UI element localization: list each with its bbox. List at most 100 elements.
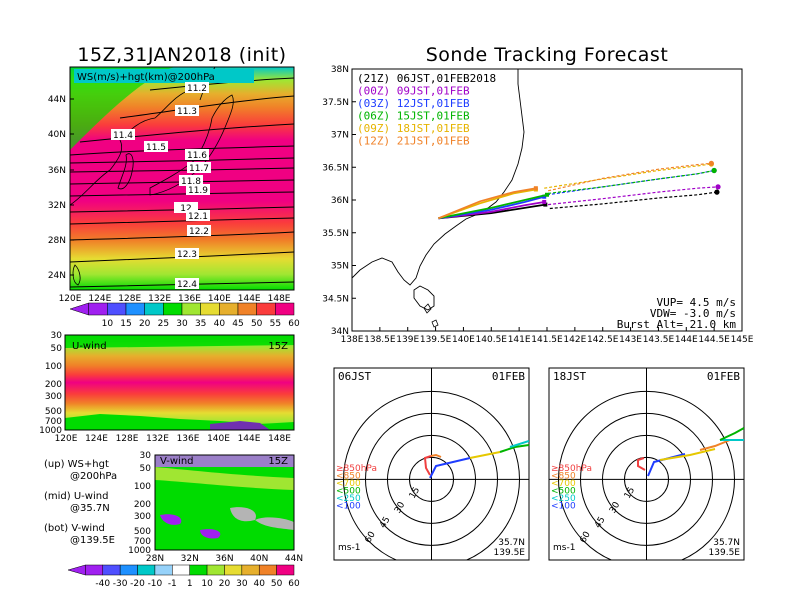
hodograph-trace xyxy=(423,455,432,476)
colorbar-swatch xyxy=(256,302,276,316)
vwind-p-tick-label: 200 xyxy=(134,500,151,510)
landing-marker xyxy=(711,167,717,174)
colorbar-swatch xyxy=(144,302,164,316)
track-lon-tick-label: 140E xyxy=(452,335,475,345)
uwind-p-tick-label: 300 xyxy=(45,392,62,402)
colorbar-tick: 30 xyxy=(176,319,188,329)
vcolorbar-tick: 40 xyxy=(254,579,266,589)
hodograph-legend-entry: ≥850hPa xyxy=(336,464,377,474)
contour-line xyxy=(79,123,294,143)
contour-label: 12.4 xyxy=(177,280,197,290)
track-lat-tick-label: 35.5N xyxy=(322,229,349,239)
uwind-top-layer xyxy=(65,335,294,348)
uwind-p-tick-label: 200 xyxy=(45,380,62,390)
hodograph-lon: 139.5E xyxy=(494,548,526,558)
track-lat-tick-label: 38N xyxy=(331,65,349,75)
track-lat-tick-label: 34.5N xyxy=(322,294,349,304)
uwind-lon-tick-label: 144E xyxy=(238,434,261,444)
colorbar-tick: 10 xyxy=(102,319,114,329)
vcolorbar-tick: 1 xyxy=(187,579,193,589)
colorbar-tick: 40 xyxy=(214,319,226,329)
contour-line xyxy=(70,217,294,225)
hodograph-ring-label: 45 xyxy=(378,515,392,530)
colorbar-swatch xyxy=(275,302,295,316)
track-frame xyxy=(351,68,743,332)
uwind-terrain xyxy=(210,421,270,430)
vwind-positive-band xyxy=(155,467,294,490)
contour-label-bg xyxy=(174,202,198,213)
vwind-terrain xyxy=(230,507,256,522)
hodograph-trace xyxy=(469,451,501,459)
colorbar-tick: 60 xyxy=(288,319,300,329)
contour-label-bg xyxy=(186,184,210,195)
vcolorbar-tick: 30 xyxy=(236,579,248,589)
vwind-lat-tick-label: 32N xyxy=(181,554,199,564)
track-lon-tick-label: 138E xyxy=(341,335,364,345)
hodograph-legend-entry: <700 xyxy=(336,479,361,489)
map-lon-tick-label: 144E xyxy=(238,294,261,304)
vwind-lat-tick-label: 28N xyxy=(146,554,164,564)
vcolorbar-swatch xyxy=(172,564,190,576)
contour-label: 11.2 xyxy=(187,84,207,94)
uwind-lon-ticks: 120E 124E 128E 132E 136E 140E 144E 148E xyxy=(55,434,292,444)
track-legend-entry: (00Z) 09JST,01FEB xyxy=(357,85,470,98)
uwind-p-tick-label: 100 xyxy=(45,362,62,372)
colorbar-tick: 20 xyxy=(139,319,151,329)
contour-label-bg xyxy=(175,248,199,259)
contour-label: 11.8 xyxy=(181,177,201,187)
track-lon-tick-label: 142.5E xyxy=(587,335,619,345)
track-lon-tick-label: 139E xyxy=(396,335,419,345)
vwind-lat-tick-label: 40N xyxy=(250,554,268,564)
vcolorbar-tick: 50 xyxy=(271,579,283,589)
left-title: 15Z,31JAN2018 (init) xyxy=(77,44,286,66)
map-lon-tick-label: 120E xyxy=(59,294,82,304)
ws-map-label: WS(m/s)+hgt(km)@200hPa xyxy=(77,72,215,83)
contour-label: 12.2 xyxy=(189,227,209,237)
map-lat-tick-label: 28N xyxy=(48,236,66,246)
vcolorbar-swatch xyxy=(224,564,243,576)
vwind-lat-ticks: 28N 32N 36N 40N 44N xyxy=(146,554,303,564)
contour-label: 12.1 xyxy=(188,212,208,222)
track-coastline xyxy=(351,69,525,328)
track-legend-entry: (21Z) 06JST,01FEB2018 xyxy=(357,72,496,85)
track-lon-tick-label: 141E xyxy=(508,335,531,345)
hodograph-unit: ms-1 xyxy=(553,543,575,553)
vwind-negative-cell xyxy=(200,529,221,539)
map-lat-tick-label: 24N xyxy=(48,271,66,281)
contour-label: 11.9 xyxy=(188,186,208,196)
contour-label: 11.7 xyxy=(189,164,209,174)
uwind-p-tick-label: 1000 xyxy=(39,426,62,436)
track-lat-ticks: 34N 34.5N 35N 35.5N 36N 36.5N 37N 37.5N 38N xyxy=(322,65,356,337)
hodograph-time: 06JST xyxy=(338,370,371,383)
track-lon-tick-label: 144.5E xyxy=(698,335,730,345)
vcolorbar-swatch xyxy=(189,564,208,576)
honshu-coast xyxy=(351,69,525,286)
track-series xyxy=(438,160,721,220)
colorbar-swatch xyxy=(181,302,201,316)
hodograph-trace xyxy=(659,448,716,461)
hodograph-legend-entry: <700 xyxy=(551,479,576,489)
vwind-time: 15Z xyxy=(268,456,288,467)
uwind-label: U-wind xyxy=(72,341,107,352)
contour-label: 12.3 xyxy=(177,250,197,260)
vwind-p-tick-label: 300 xyxy=(134,512,151,522)
contour-label-bg xyxy=(175,278,199,289)
vcolorbar-tick: 60 xyxy=(288,579,300,589)
track-lon-tick-label: 145E xyxy=(731,335,754,345)
contour-label-bg xyxy=(144,141,168,152)
track-lon-tick-label: 141.5E xyxy=(531,335,563,345)
landing-marker xyxy=(708,160,714,166)
uwind-frame xyxy=(64,334,295,431)
ws-map-frame xyxy=(69,66,295,291)
contour-label: 11.3 xyxy=(177,107,197,117)
hodograph-legend-entry: <250 xyxy=(336,494,361,504)
map-lat-tick-label: 40N xyxy=(48,130,66,140)
uwind-lon-tick-label: 148E xyxy=(268,434,291,444)
vcolorbar-tick: 10 xyxy=(201,579,213,589)
colorbar-tick: 45 xyxy=(232,319,243,329)
track-descent-line xyxy=(548,186,719,206)
